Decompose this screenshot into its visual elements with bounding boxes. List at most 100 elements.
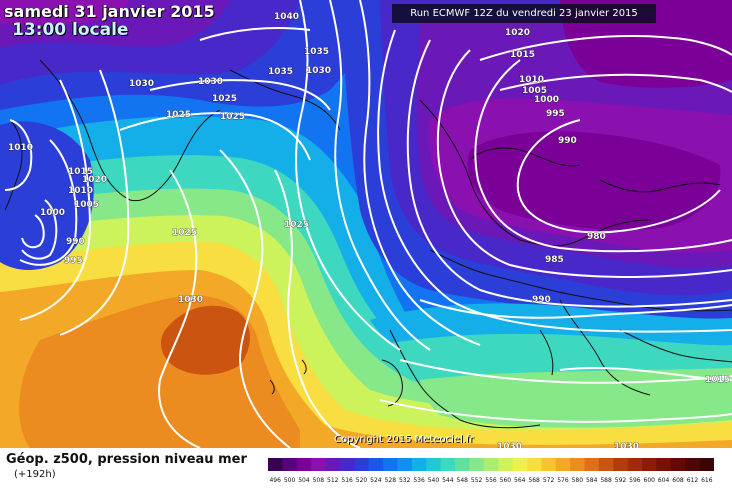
color-scale-label: 520 <box>356 477 368 484</box>
color-scale-label: 552 <box>471 477 483 484</box>
copyright-notice: Copyright 2015 Meteociel.fr <box>334 434 474 445</box>
color-scale-swatch <box>426 458 442 471</box>
geopotential-band-508 <box>0 0 130 25</box>
color-scale-label: 512 <box>327 477 339 484</box>
pressure-label: 1025 <box>166 110 191 120</box>
legend-title: Géop. z500, pression niveau mer <box>6 452 247 467</box>
geopotential-band-504-east <box>467 131 721 230</box>
color-scale-label: 504 <box>298 477 310 484</box>
pressure-label: 1010 <box>519 75 544 85</box>
color-scale-swatch <box>627 458 643 471</box>
color-scale-label: 532 <box>399 477 411 484</box>
color-scale-swatch <box>656 458 672 471</box>
color-scale-label: 616 <box>701 477 713 484</box>
pressure-label: 995 <box>546 109 565 119</box>
color-scale-label: 560 <box>500 477 512 484</box>
color-scale-swatch <box>354 458 370 471</box>
color-scale-swatch <box>455 458 470 471</box>
color-scale-swatch <box>339 458 355 471</box>
color-scale-label: 580 <box>572 477 584 484</box>
color-scale-swatch <box>670 458 686 471</box>
pressure-label: 1015 <box>68 167 93 177</box>
pressure-label: 1010 <box>68 186 93 196</box>
isobars <box>4 0 732 448</box>
color-scale-label: 588 <box>600 477 612 484</box>
forecast-time-title: 13:00 locale <box>12 20 129 40</box>
color-scale-swatch <box>440 458 456 471</box>
pressure-label: 985 <box>545 255 564 265</box>
geopotential-band-552-east <box>420 368 732 428</box>
color-scale-swatch <box>282 458 298 471</box>
pressure-label: 1020 <box>82 175 107 185</box>
color-scale-label: 612 <box>687 477 699 484</box>
greenland-low-core <box>0 121 94 270</box>
color-scale-swatch <box>613 458 629 471</box>
pressure-label: 990 <box>558 136 577 146</box>
pressure-label: 1030 <box>614 442 639 448</box>
color-scale-swatch <box>325 458 341 471</box>
pressure-label: 1040 <box>274 12 299 22</box>
color-scale-label: 500 <box>284 477 296 484</box>
forecast-date-title: samedi 31 janvier 2015 <box>4 2 215 21</box>
color-scale-label: 564 <box>514 477 526 484</box>
legend-forecast-hour: (+192h) <box>14 469 56 480</box>
color-scale-swatch <box>526 458 542 471</box>
pressure-label: 1015 <box>705 375 730 385</box>
color-scale-swatch <box>685 458 701 471</box>
color-scale-label: 592 <box>615 477 627 484</box>
model-run-info: Run ECMWF 12Z du vendredi 23 janvier 201… <box>392 4 656 23</box>
pressure-label: 1030 <box>497 442 522 448</box>
color-scale-swatch <box>383 458 398 471</box>
color-scale-swatch <box>311 458 327 471</box>
color-scale-swatch <box>411 458 427 471</box>
color-scale-swatch <box>469 458 485 471</box>
pressure-label-layer: 1040 1020 1015 1035 1030 1035 1030 1030 … <box>8 12 731 448</box>
pressure-label: 1015 <box>510 50 535 60</box>
color-scale-swatch <box>268 458 283 471</box>
color-scale-label: 496 <box>269 477 281 484</box>
color-scale-swatch <box>296 458 312 471</box>
color-scale: 496 500 504 508 512 516 520 524 528 532 536 540 544 5… <box>268 458 714 484</box>
color-scale-label: 516 <box>341 477 353 484</box>
color-scale-swatch <box>541 458 557 471</box>
pressure-label: 1005 <box>522 86 547 96</box>
pressure-label: 1030 <box>306 66 331 76</box>
color-scale-label: 544 <box>442 477 454 484</box>
color-scale-label: 604 <box>658 477 670 484</box>
pressure-label: 1030 <box>178 295 203 305</box>
legend-bar: Géop. z500, pression niveau mer (+192h) … <box>0 448 732 488</box>
color-scale-label: 568 <box>528 477 540 484</box>
color-scale-label: 536 <box>413 477 425 484</box>
color-scale-label: 540 <box>428 477 440 484</box>
pressure-label: 1025 <box>220 112 245 122</box>
color-scale-label: 600 <box>644 477 656 484</box>
pressure-label: 1025 <box>284 220 309 230</box>
color-scale-swatch <box>512 458 528 471</box>
pressure-label: 1030 <box>198 77 223 87</box>
color-scale-swatch <box>397 458 413 471</box>
pressure-label: 1000 <box>40 208 65 218</box>
pressure-label: 1035 <box>268 67 293 77</box>
pressure-label: 1000 <box>534 95 559 105</box>
color-scale-swatch <box>368 458 384 471</box>
color-scale-label: 576 <box>557 477 569 484</box>
pressure-label: 980 <box>587 232 606 242</box>
pressure-label: 990 <box>532 295 551 305</box>
pressure-label: 1005 <box>74 200 99 210</box>
color-scale-swatch <box>483 458 499 471</box>
color-scale-label: 524 <box>370 477 382 484</box>
color-scale-label: 508 <box>313 477 325 484</box>
weather-map: 1040 1020 1015 1035 1030 1035 1030 1030 … <box>0 0 732 448</box>
pressure-label: 1030 <box>129 79 154 89</box>
color-scale-swatch <box>699 458 714 471</box>
color-scale-swatch <box>584 458 600 471</box>
pressure-label: 1035 <box>304 47 329 57</box>
pressure-label: 995 <box>64 256 83 266</box>
color-scale-swatch <box>555 458 571 471</box>
pressure-label: 1025 <box>212 94 237 104</box>
color-scale-label: 548 <box>457 477 469 484</box>
color-scale-label: 556 <box>485 477 497 484</box>
color-scale-label: 596 <box>629 477 641 484</box>
pressure-label: 1010 <box>8 143 33 153</box>
forecast-map-svg: 1040 1020 1015 1035 1030 1035 1030 1030 … <box>0 0 732 448</box>
